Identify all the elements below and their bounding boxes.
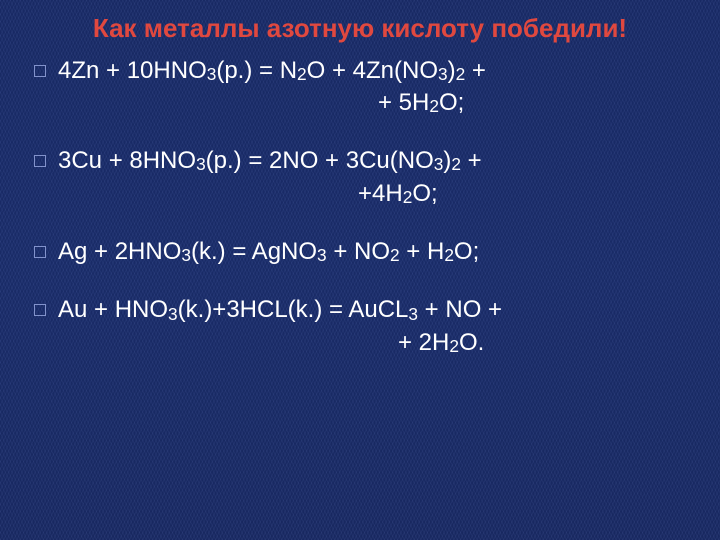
equation-line-1: Au + HNO3(k.)+3HCL(k.) = AuCL3 + NO + (58, 294, 690, 326)
equation-line-2: +4H2O; (58, 178, 690, 210)
equation-item: Au + HNO3(k.)+3HCL(k.) = AuCL3 + NO + + … (30, 294, 690, 359)
equation-line-1: 4Zn + 10HNO3(р.) = N2O + 4Zn(NO3)2 + (58, 55, 690, 87)
slide: Как металлы азотную кислоту победили! 4Z… (0, 0, 720, 540)
equation-list: 4Zn + 10HNO3(р.) = N2O + 4Zn(NO3)2 + + 5… (30, 55, 690, 360)
equation-item: 4Zn + 10HNO3(р.) = N2O + 4Zn(NO3)2 + + 5… (30, 55, 690, 120)
equation-line-1: Ag + 2HNO3(k.) = AgNO3 + NO2 + H2O; (58, 236, 690, 268)
equation-item: 3Cu + 8HNO3(р.) = 2NO + 3Cu(NO3)2 + +4H2… (30, 145, 690, 210)
equation-line-1: 3Cu + 8HNO3(р.) = 2NO + 3Cu(NO3)2 + (58, 145, 690, 177)
equation-line-2: + 5H2O; (58, 87, 690, 119)
equation-item: Ag + 2HNO3(k.) = AgNO3 + NO2 + H2O; (30, 236, 690, 268)
slide-title: Как металлы азотную кислоту победили! (30, 12, 690, 45)
equation-line-2: + 2H2O. (58, 327, 690, 359)
